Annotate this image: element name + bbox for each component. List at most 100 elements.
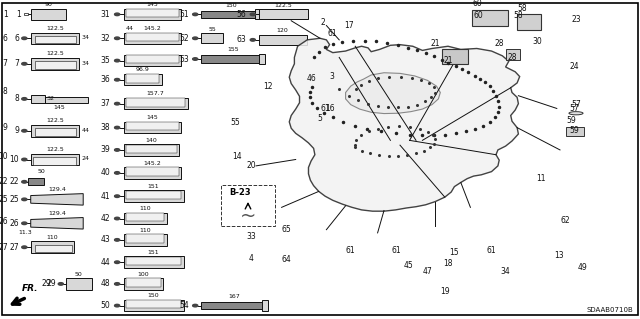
Circle shape bbox=[115, 126, 120, 129]
Text: 25: 25 bbox=[0, 195, 8, 204]
Circle shape bbox=[22, 37, 27, 40]
Circle shape bbox=[115, 78, 120, 81]
Circle shape bbox=[22, 198, 27, 201]
Text: 122.5: 122.5 bbox=[275, 3, 292, 8]
Circle shape bbox=[115, 217, 120, 220]
Text: 129.4: 129.4 bbox=[48, 211, 66, 216]
Circle shape bbox=[250, 13, 255, 16]
Text: 28: 28 bbox=[508, 53, 516, 62]
Text: 20: 20 bbox=[246, 161, 257, 170]
Text: 157.7: 157.7 bbox=[147, 91, 164, 96]
Text: 58: 58 bbox=[513, 11, 524, 20]
Bar bbox=[262, 300, 268, 311]
Bar bbox=[35, 36, 76, 43]
Circle shape bbox=[115, 102, 120, 105]
Circle shape bbox=[250, 39, 255, 41]
Text: 17: 17 bbox=[344, 21, 354, 30]
Bar bbox=[126, 9, 179, 17]
Bar bbox=[259, 35, 307, 45]
Text: 54: 54 bbox=[179, 301, 189, 310]
Text: 44: 44 bbox=[82, 128, 90, 133]
Text: 150: 150 bbox=[225, 3, 237, 8]
Circle shape bbox=[193, 58, 198, 60]
Bar bbox=[124, 278, 163, 290]
Text: 6: 6 bbox=[14, 34, 19, 43]
Text: 110: 110 bbox=[47, 235, 58, 240]
Circle shape bbox=[115, 172, 120, 174]
Polygon shape bbox=[31, 218, 83, 229]
Text: 58: 58 bbox=[517, 4, 527, 13]
Text: 155: 155 bbox=[227, 47, 239, 52]
Text: 11.3: 11.3 bbox=[18, 230, 31, 235]
Bar bbox=[566, 127, 584, 136]
Text: 16: 16 bbox=[324, 104, 335, 113]
Text: 19: 19 bbox=[440, 287, 450, 296]
Circle shape bbox=[115, 261, 120, 263]
Text: 61: 61 bbox=[392, 246, 402, 255]
Circle shape bbox=[115, 13, 120, 16]
Bar bbox=[35, 245, 72, 252]
Polygon shape bbox=[31, 95, 88, 103]
Text: 7: 7 bbox=[3, 59, 8, 68]
Bar bbox=[221, 185, 275, 226]
Text: 47: 47 bbox=[422, 267, 433, 276]
Bar bbox=[126, 191, 181, 199]
Text: 25: 25 bbox=[10, 195, 19, 204]
Text: 42: 42 bbox=[100, 214, 110, 223]
Bar bbox=[31, 58, 79, 70]
Text: 167: 167 bbox=[228, 294, 241, 299]
Text: 22: 22 bbox=[10, 177, 19, 186]
Text: 122.5: 122.5 bbox=[46, 147, 63, 152]
Bar bbox=[28, 178, 44, 185]
Bar bbox=[126, 213, 164, 221]
Text: 23: 23 bbox=[571, 15, 581, 24]
Bar bbox=[31, 241, 74, 253]
Text: 49: 49 bbox=[577, 263, 588, 272]
Bar bbox=[31, 33, 79, 44]
Text: 55: 55 bbox=[208, 26, 216, 32]
Text: 10: 10 bbox=[0, 152, 8, 161]
Bar bbox=[126, 74, 159, 83]
Text: 59: 59 bbox=[566, 116, 576, 125]
Text: 29: 29 bbox=[46, 279, 56, 288]
Circle shape bbox=[193, 304, 198, 307]
Text: 12: 12 bbox=[263, 82, 272, 91]
Text: 34: 34 bbox=[82, 35, 90, 40]
Circle shape bbox=[115, 304, 120, 307]
Text: 122.5: 122.5 bbox=[46, 26, 63, 31]
Bar bbox=[124, 144, 179, 156]
Text: 1: 1 bbox=[3, 10, 8, 19]
Text: 145: 145 bbox=[147, 2, 158, 7]
Circle shape bbox=[22, 158, 27, 161]
Bar bbox=[126, 257, 181, 265]
Bar bbox=[124, 256, 184, 268]
Circle shape bbox=[22, 130, 27, 132]
Circle shape bbox=[22, 63, 27, 65]
Text: 27: 27 bbox=[10, 243, 19, 252]
Bar bbox=[126, 167, 179, 176]
Text: 39: 39 bbox=[100, 145, 110, 154]
Text: 24: 24 bbox=[570, 63, 580, 71]
Text: 7: 7 bbox=[14, 59, 19, 68]
Text: 26: 26 bbox=[0, 217, 8, 226]
Text: 145.2: 145.2 bbox=[143, 26, 161, 31]
Bar bbox=[124, 33, 181, 44]
Text: 122.5: 122.5 bbox=[46, 118, 63, 123]
Bar bbox=[35, 128, 76, 136]
Bar bbox=[201, 11, 262, 18]
Text: 13: 13 bbox=[554, 251, 564, 260]
Bar bbox=[33, 157, 76, 165]
Text: 43: 43 bbox=[100, 235, 110, 244]
Circle shape bbox=[193, 13, 198, 16]
Text: 15: 15 bbox=[449, 248, 460, 256]
Circle shape bbox=[115, 37, 120, 40]
Text: 61: 61 bbox=[320, 104, 330, 113]
Bar bbox=[506, 49, 520, 60]
Text: 61: 61 bbox=[328, 29, 338, 38]
Bar bbox=[124, 9, 181, 20]
Text: B-23: B-23 bbox=[229, 188, 251, 197]
Text: 30: 30 bbox=[532, 37, 543, 46]
Text: 151: 151 bbox=[148, 184, 159, 189]
Bar bbox=[66, 278, 92, 290]
Circle shape bbox=[193, 37, 198, 40]
